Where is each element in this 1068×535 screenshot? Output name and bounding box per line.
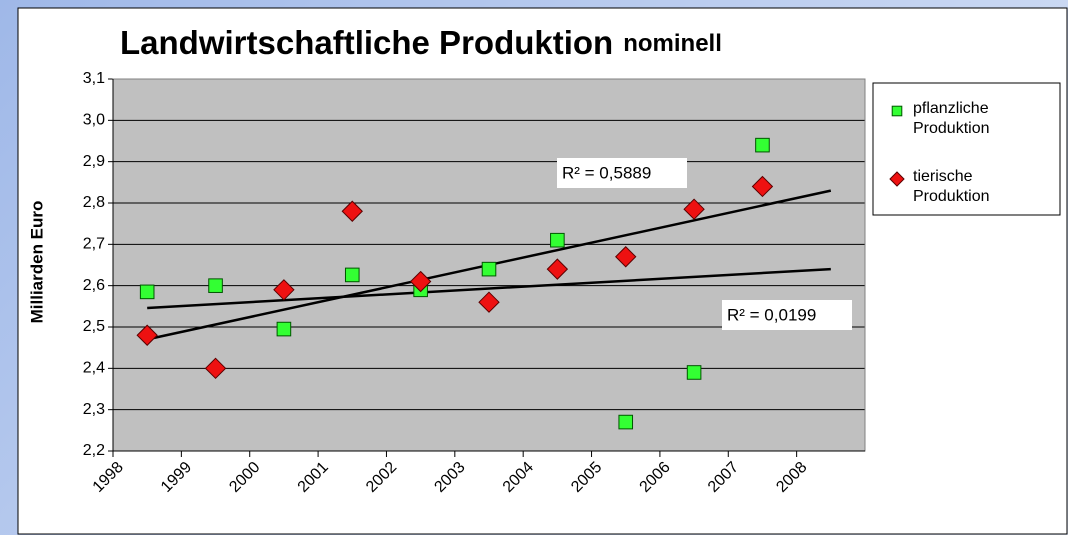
point	[618, 414, 634, 430]
point	[755, 137, 770, 153]
y-tick-label: 2,6	[83, 277, 105, 294]
legend-label: tierische Produktion	[913, 168, 990, 205]
r2-box	[557, 158, 687, 188]
r2-label: R² = 0,0199	[727, 305, 816, 324]
y-tick-label: 2,2	[83, 442, 105, 459]
point	[615, 246, 637, 268]
r2-box	[722, 300, 852, 330]
y-tick-label: 2,7	[83, 236, 105, 253]
chart-subtitle: nominell	[623, 30, 722, 57]
point	[550, 232, 565, 248]
point	[683, 198, 705, 220]
point	[136, 324, 158, 346]
point	[478, 291, 500, 313]
y-tick-label: 3,0	[83, 112, 105, 129]
point	[546, 258, 569, 280]
legend-marker	[889, 171, 905, 187]
r2-label: R² = 0,5889	[562, 163, 651, 182]
point	[481, 261, 497, 277]
legend-label: pflanzliche Produktion	[913, 100, 990, 137]
y-tick-label: 2,8	[83, 194, 105, 211]
y-tick-label: 2,4	[83, 360, 105, 377]
point	[273, 279, 295, 301]
point	[409, 270, 432, 293]
y-tick-label: 2,3	[83, 401, 105, 418]
point	[208, 278, 223, 293]
point	[344, 267, 360, 283]
point	[686, 365, 702, 380]
point	[139, 284, 155, 300]
point	[341, 200, 363, 222]
y-tick-label: 2,5	[83, 318, 105, 335]
chart-title-group: Landwirtschaftliche Produktion nominell	[120, 24, 722, 61]
legend	[872, 82, 1061, 216]
point	[751, 175, 774, 198]
point	[204, 357, 227, 380]
legend-entry: pflanzliche Produktion	[913, 100, 990, 137]
y-tick-label: 2,9	[83, 153, 105, 170]
y-tick-label: 3,1	[83, 70, 105, 87]
trendline	[147, 267, 831, 310]
chart-title: Landwirtschaftliche Produktion	[120, 24, 613, 61]
legend-marker	[891, 105, 903, 117]
y-axis-label: Milliarden Euro	[27, 201, 46, 324]
point	[276, 321, 292, 337]
legend-entry: tierische Produktion	[913, 168, 990, 205]
